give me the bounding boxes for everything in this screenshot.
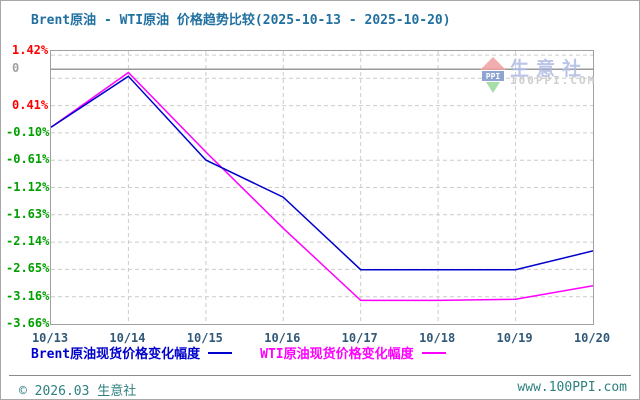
x-tick-label: 10/16: [264, 331, 301, 345]
legend-label: WTI原油现货价格变化幅度: [260, 347, 414, 362]
footer-site-url: www.100PPI.com: [517, 380, 627, 395]
footer-copyright: © 2026.03 生意社: [19, 384, 137, 399]
y-tick-label: 1.42%: [12, 43, 49, 57]
y-tick-label: -2.65%: [6, 261, 50, 276]
y-tick-label: -0.61%: [6, 152, 50, 167]
plot-area: [50, 50, 594, 325]
y-tick-label: -2.14%: [6, 234, 50, 249]
footer-divider: [9, 375, 631, 376]
y-tick-label: -1.12%: [6, 179, 50, 194]
legend-item: Brent原油现货价格变化幅度: [31, 343, 233, 362]
x-tick-label: 10/20: [573, 331, 611, 345]
x-tick-label: 10/17: [341, 331, 378, 345]
y-tick-label: 0: [12, 61, 20, 76]
chart-title: Brent原油 - WTI原油 价格趋势比较(2025-10-13 - 2025…: [31, 13, 451, 28]
chart-legend: Brent原油现货价格变化幅度 WTI原油现货价格变化幅度: [31, 343, 446, 362]
x-tick-label: 10/13: [31, 331, 69, 345]
plot-canvas: [51, 51, 593, 324]
x-tick-label: 10/19: [496, 331, 533, 345]
y-tick-label: -0.10%: [6, 124, 50, 139]
series-line-wti: [51, 71, 593, 302]
y-tick-label: 0.41%: [12, 97, 49, 112]
y-tick-label: -3.66%: [6, 316, 50, 330]
legend-label: Brent原油现货价格变化幅度: [31, 347, 201, 362]
y-tick-label: -1.63%: [6, 206, 50, 221]
x-tick-label: 10/18: [419, 331, 456, 345]
legend-item: WTI原油现货价格变化幅度: [260, 343, 446, 362]
x-tick-label: 10/14: [109, 331, 146, 345]
series-line-brent: [51, 75, 593, 271]
x-tick-label: 10/15: [186, 331, 223, 345]
legend-line-sample: [421, 351, 446, 354]
legend-line-sample: [208, 351, 233, 354]
y-tick-label: -3.16%: [6, 288, 50, 303]
